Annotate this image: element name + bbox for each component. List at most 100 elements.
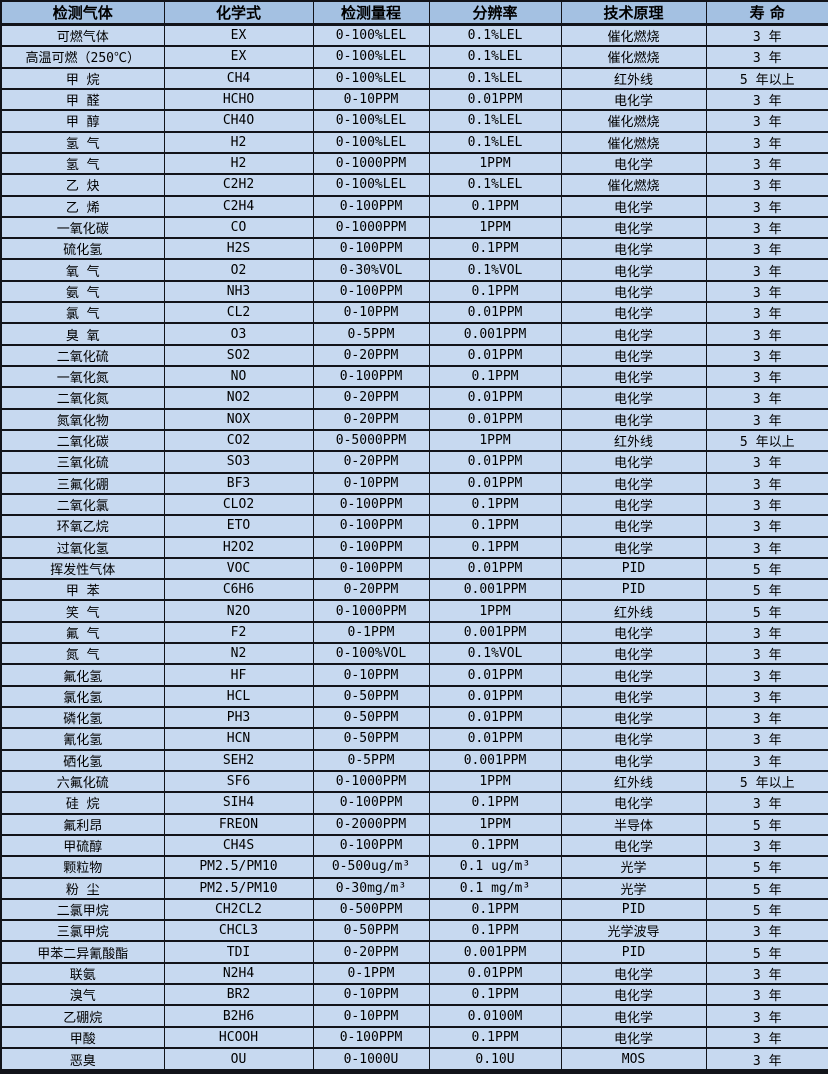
range-cell: 0-30mg/m³ xyxy=(312,876,430,900)
formula-cell: C6H6 xyxy=(163,578,314,602)
gas-name-cell: 乙硼烷 xyxy=(0,1004,165,1028)
lifespan-cell: 3 年 xyxy=(705,343,828,368)
formula-cell: SO3 xyxy=(163,450,314,474)
principle-cell: 电化学 xyxy=(560,258,707,282)
formula-cell: O3 xyxy=(163,322,314,346)
gas-name-cell: 三氧化硫 xyxy=(0,450,165,474)
lifespan-cell: 3 年 xyxy=(705,642,828,666)
formula-cell: ETO xyxy=(163,514,314,538)
gas-name-cell: 挥发性气体 xyxy=(0,556,165,581)
gas-name-cell: 氯 气 xyxy=(0,301,165,325)
table-row: 氮 气 N2 0-100%VOL 0.1%VOL 电化学 3 年 xyxy=(0,642,828,666)
resolution-cell: 1PPM xyxy=(428,215,562,240)
lifespan-cell: 3 年 xyxy=(705,727,828,751)
lifespan-cell: 3 年 xyxy=(705,514,828,538)
gas-name-cell: 氢 气 xyxy=(0,130,165,154)
range-cell: 0-20PPM xyxy=(312,343,430,368)
principle-cell: 电化学 xyxy=(560,961,707,986)
principle-cell: 电化学 xyxy=(560,215,707,240)
resolution-cell: 0.1 ug/m³ xyxy=(428,855,562,879)
principle-cell: 电化学 xyxy=(560,748,707,772)
col-header-principle: 技术原理 xyxy=(560,0,707,26)
principle-cell: 电化学 xyxy=(560,833,707,858)
lifespan-cell: 3 年 xyxy=(705,535,828,559)
resolution-cell: 0.01PPM xyxy=(428,386,562,410)
gas-name-cell: 联氨 xyxy=(0,961,165,986)
resolution-cell: 0.01PPM xyxy=(428,727,562,751)
gas-name-cell: 环氧乙烷 xyxy=(0,514,165,538)
formula-cell: F2 xyxy=(163,620,314,645)
table-row: 甲 苯 C6H6 0-20PPM 0.001PPM PID 5 年 xyxy=(0,578,828,602)
resolution-cell: 0.01PPM xyxy=(428,407,562,431)
table-row: 溴气 BR2 0-10PPM 0.1PPM 电化学 3 年 xyxy=(0,983,828,1007)
lifespan-cell: 5 年 xyxy=(705,855,828,879)
principle-cell: 电化学 xyxy=(560,365,707,389)
principle-cell: 电化学 xyxy=(560,407,707,431)
gas-name-cell: 氨 气 xyxy=(0,279,165,304)
resolution-cell: 0.001PPM xyxy=(428,748,562,772)
range-cell: 0-100%LEL xyxy=(312,109,430,133)
formula-cell: H2O2 xyxy=(163,535,314,559)
range-cell: 0-10PPM xyxy=(312,87,430,112)
lifespan-cell: 3 年 xyxy=(705,130,828,154)
resolution-cell: 0.10U xyxy=(428,1046,562,1074)
gas-name-cell: 粉 尘 xyxy=(0,876,165,900)
lifespan-cell: 3 年 xyxy=(705,322,828,346)
range-cell: 0-500ug/m³ xyxy=(312,855,430,879)
formula-cell: VOC xyxy=(163,556,314,581)
range-cell: 0-20PPM xyxy=(312,450,430,474)
resolution-cell: 0.01PPM xyxy=(428,684,562,709)
range-cell: 0-10PPM xyxy=(312,663,430,687)
gas-name-cell: 颗粒物 xyxy=(0,855,165,879)
gas-name-cell: 六氟化硫 xyxy=(0,769,165,794)
principle-cell: 红外线 xyxy=(560,428,707,453)
table-row: 甲硫醇 CH4S 0-100PPM 0.1PPM 电化学 3 年 xyxy=(0,833,828,858)
lifespan-cell: 3 年 xyxy=(705,620,828,645)
range-cell: 0-100PPM xyxy=(312,556,430,581)
formula-cell: HCL xyxy=(163,684,314,709)
col-header-resolution: 分辨率 xyxy=(428,0,562,26)
lifespan-cell: 3 年 xyxy=(705,833,828,858)
principle-cell: 电化学 xyxy=(560,706,707,730)
gas-name-cell: 二氧化硫 xyxy=(0,343,165,368)
principle-cell: 电化学 xyxy=(560,194,707,218)
formula-cell: CO xyxy=(163,215,314,240)
lifespan-cell: 5 年 xyxy=(705,897,828,922)
formula-cell: HCHO xyxy=(163,87,314,112)
resolution-cell: 0.1%LEL xyxy=(428,45,562,69)
range-cell: 0-1000PPM xyxy=(312,599,430,623)
gas-name-cell: 甲酸 xyxy=(0,1025,165,1050)
range-cell: 0-1000PPM xyxy=(312,215,430,240)
table-row: 二氧化硫 SO2 0-20PPM 0.01PPM 电化学 3 年 xyxy=(0,343,828,368)
gas-name-cell: 臭 氧 xyxy=(0,322,165,346)
formula-cell: EX xyxy=(163,23,314,48)
formula-cell: CH4O xyxy=(163,109,314,133)
col-header-range: 检测量程 xyxy=(312,0,430,26)
principle-cell: 电化学 xyxy=(560,791,707,815)
gas-name-cell: 一氧化氮 xyxy=(0,365,165,389)
lifespan-cell: 5 年 xyxy=(705,812,828,836)
principle-cell: 催化燃烧 xyxy=(560,109,707,133)
table-row: 过氧化氢 H2O2 0-100PPM 0.1PPM 电化学 3 年 xyxy=(0,535,828,559)
table-row: 甲 醇 CH4O 0-100%LEL 0.1%LEL 催化燃烧 3 年 xyxy=(0,109,828,133)
principle-cell: PID xyxy=(560,556,707,581)
range-cell: 0-5PPM xyxy=(312,322,430,346)
table-row: 氰化氢 HCN 0-50PPM 0.01PPM 电化学 3 年 xyxy=(0,727,828,751)
formula-cell: OU xyxy=(163,1046,314,1074)
gas-name-cell: 硅 烷 xyxy=(0,791,165,815)
table-row: 氯 气 CL2 0-10PPM 0.01PPM 电化学 3 年 xyxy=(0,301,828,325)
resolution-cell: 1PPM xyxy=(428,769,562,794)
formula-cell: B2H6 xyxy=(163,1004,314,1028)
principle-cell: 电化学 xyxy=(560,492,707,517)
range-cell: 0-20PPM xyxy=(312,407,430,431)
principle-cell: PID xyxy=(560,940,707,964)
formula-cell: NO2 xyxy=(163,386,314,410)
resolution-cell: 0.1PPM xyxy=(428,983,562,1007)
lifespan-cell: 3 年 xyxy=(705,471,828,495)
resolution-cell: 0.1%LEL xyxy=(428,23,562,48)
table-row: 氟化氢 HF 0-10PPM 0.01PPM 电化学 3 年 xyxy=(0,663,828,687)
lifespan-cell: 3 年 xyxy=(705,365,828,389)
lifespan-cell: 5 年以上 xyxy=(705,769,828,794)
table-row: 硅 烷 SIH4 0-100PPM 0.1PPM 电化学 3 年 xyxy=(0,791,828,815)
principle-cell: 光学波导 xyxy=(560,919,707,943)
